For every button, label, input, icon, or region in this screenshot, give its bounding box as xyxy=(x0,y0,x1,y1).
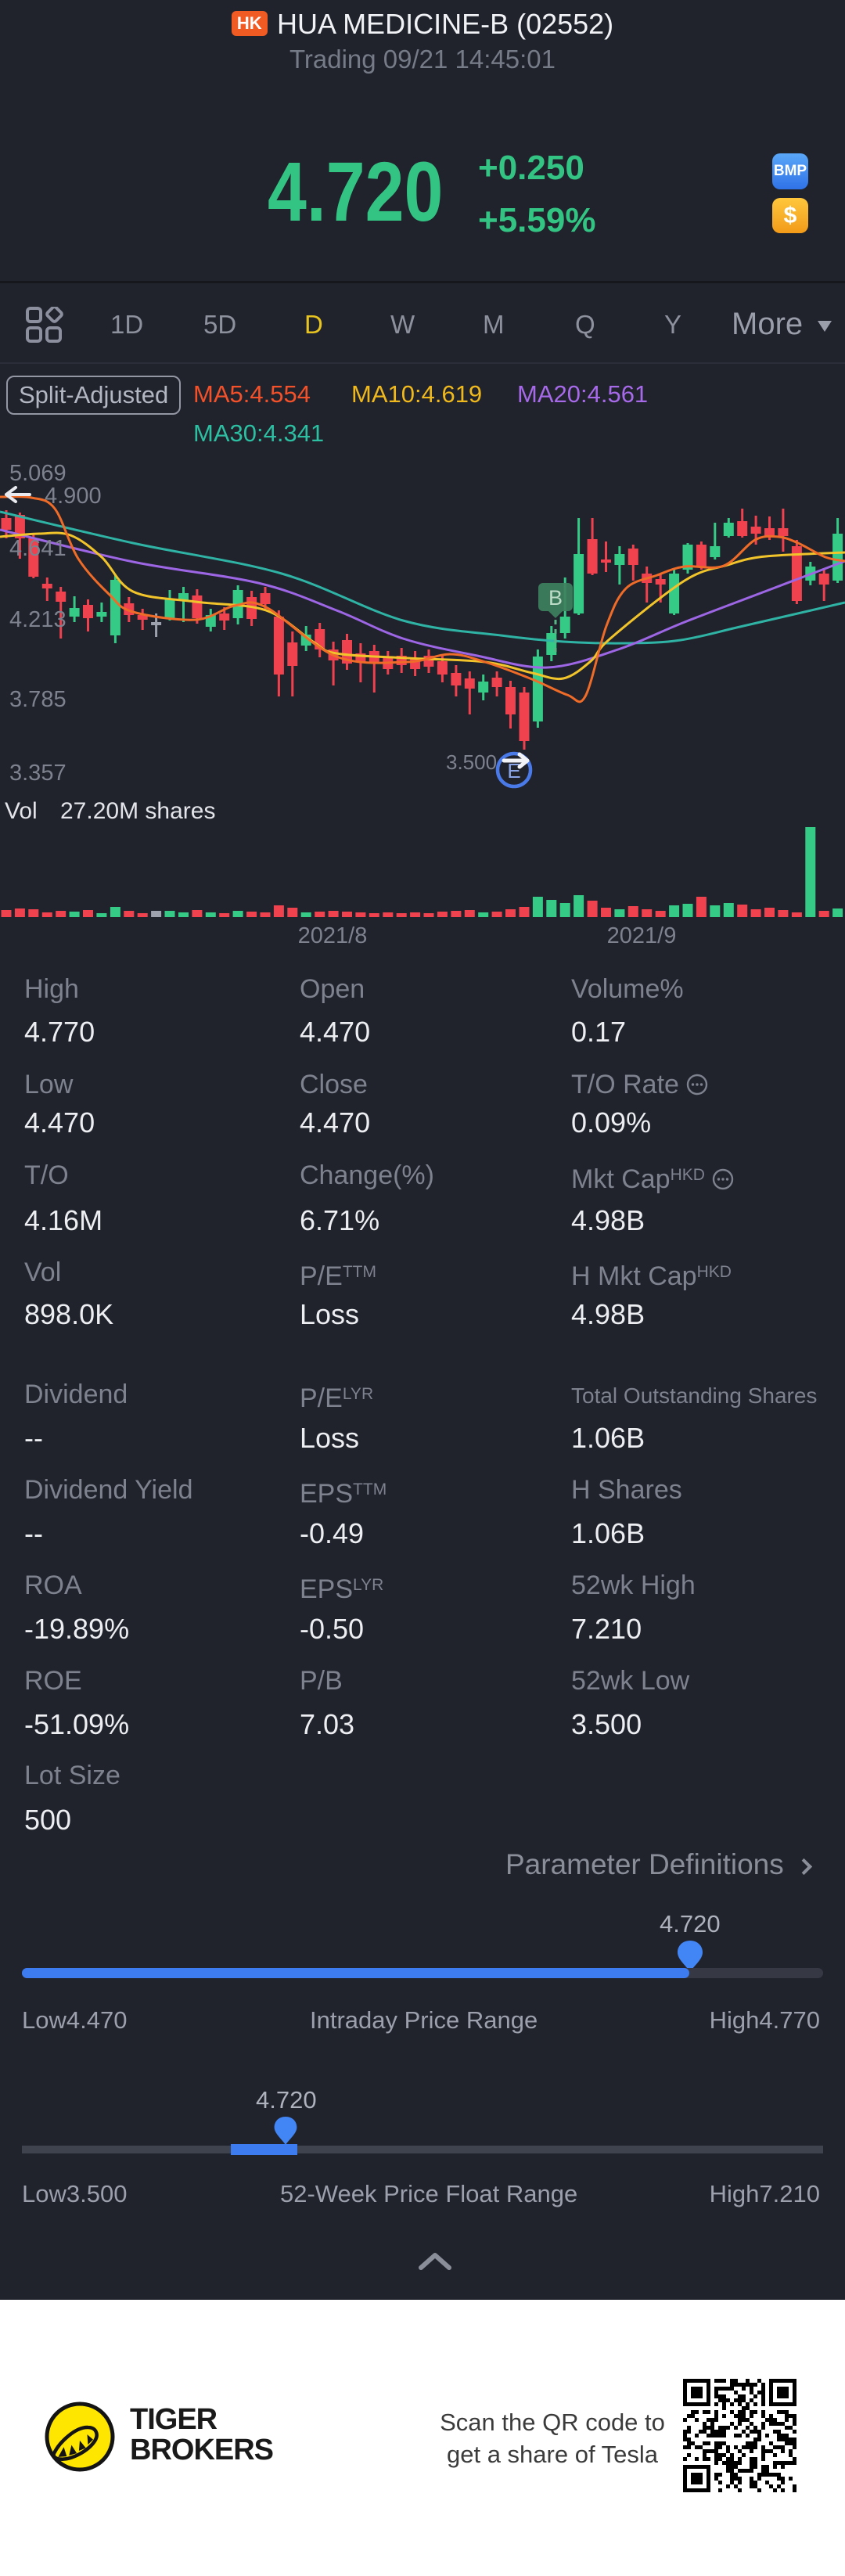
svg-text:4.213: 4.213 xyxy=(9,607,67,632)
svg-text:Vol: Vol xyxy=(5,798,38,824)
svg-text:B: B xyxy=(548,586,563,610)
svg-text:4.641: 4.641 xyxy=(9,536,67,561)
svg-text:3.357: 3.357 xyxy=(9,761,67,786)
svg-text:2021/9: 2021/9 xyxy=(607,923,677,947)
svg-text:5.069: 5.069 xyxy=(9,461,67,486)
svg-text:2021/8: 2021/8 xyxy=(298,923,368,947)
svg-text:4.900: 4.900 xyxy=(45,484,102,509)
svg-text:27.20M shares: 27.20M shares xyxy=(60,798,215,824)
svg-text:3.785: 3.785 xyxy=(9,687,67,712)
svg-text:E: E xyxy=(507,759,520,783)
svg-text:3.500: 3.500 xyxy=(446,750,497,774)
